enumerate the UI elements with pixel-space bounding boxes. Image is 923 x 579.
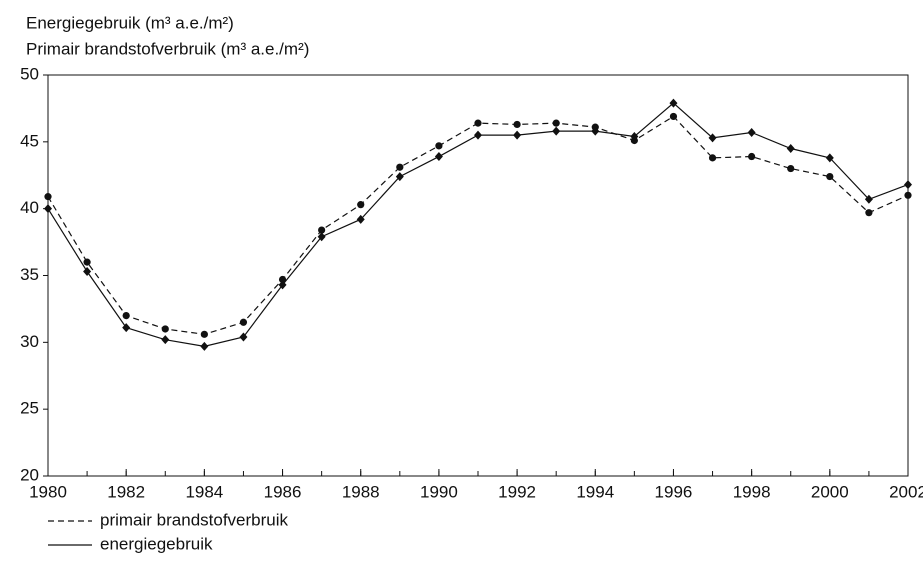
point: [748, 152, 756, 161]
point: [630, 131, 639, 141]
legend-label: primair brandstofverbruik: [100, 510, 289, 529]
x-tick-label: 1994: [576, 482, 614, 501]
point: [552, 126, 561, 136]
x-tick-label: 1998: [733, 482, 771, 501]
x-tick-label: 2002: [889, 482, 923, 501]
point: [904, 191, 912, 199]
point: [200, 341, 209, 351]
point: [513, 130, 522, 140]
point: [161, 335, 170, 345]
point: [435, 142, 443, 150]
x-tick-label: 1982: [107, 482, 145, 501]
point: [83, 258, 91, 266]
point: [826, 172, 834, 181]
point: [318, 226, 326, 234]
point: [474, 119, 482, 127]
point: [591, 126, 600, 136]
y-tick-label: 40: [20, 198, 39, 217]
point: [904, 180, 912, 190]
x-tick-label: 1980: [29, 482, 67, 501]
point: [786, 144, 795, 154]
x-tick-label: 1990: [420, 482, 458, 501]
point: [669, 112, 678, 121]
point: [708, 154, 717, 162]
point: [669, 98, 678, 108]
point: [278, 280, 287, 290]
point: [122, 323, 131, 333]
point: [434, 152, 443, 162]
y-tick-label: 20: [20, 465, 39, 484]
point: [278, 275, 287, 284]
point: [865, 209, 873, 217]
y-tick-label: 25: [20, 399, 39, 418]
point: [357, 201, 365, 209]
point: [83, 266, 92, 276]
x-tick-label: 1988: [342, 482, 380, 501]
legend-label: energiegebruik: [100, 534, 213, 553]
point: [474, 130, 482, 140]
point: [747, 127, 756, 137]
point: [317, 232, 326, 242]
point: [200, 330, 208, 338]
y-tick-label: 50: [20, 64, 39, 83]
y-axis-label: Primair brandstofverbruik (m³ a.e./m²): [26, 39, 309, 58]
x-tick-label: 2000: [811, 482, 849, 501]
point: [122, 312, 130, 320]
y-axis-label: Energiegebruik (m³ a.e./m²): [26, 13, 234, 32]
y-tick-label: 35: [20, 265, 39, 284]
x-tick-label: 1984: [185, 482, 223, 501]
x-tick-label: 1996: [655, 482, 693, 501]
point: [239, 318, 248, 326]
point: [44, 204, 52, 214]
point: [513, 120, 521, 129]
point: [44, 193, 52, 201]
y-tick-label: 45: [20, 131, 39, 150]
y-tick-label: 30: [20, 332, 39, 351]
point: [787, 164, 795, 173]
point: [239, 332, 248, 342]
point: [552, 119, 560, 127]
x-tick-label: 1992: [498, 482, 536, 501]
point: [395, 172, 404, 182]
point: [825, 153, 834, 163]
point: [356, 214, 365, 224]
point: [161, 325, 169, 333]
point: [864, 194, 873, 204]
point: [396, 163, 404, 171]
series-line: [47, 115, 909, 335]
point: [708, 133, 717, 143]
x-tick-label: 1986: [264, 482, 302, 501]
